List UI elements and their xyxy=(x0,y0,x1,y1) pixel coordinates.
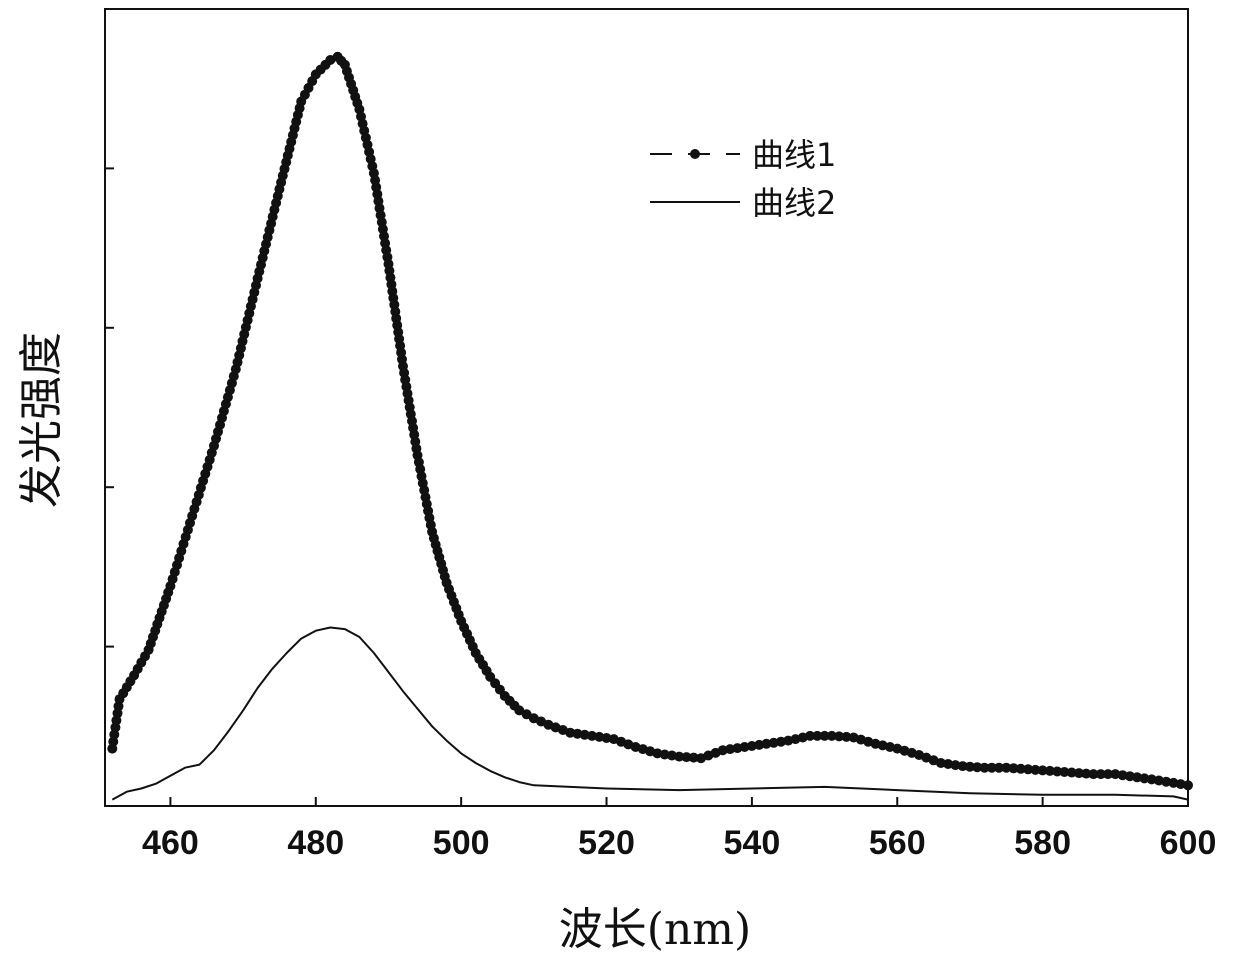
x-tick-label: 540 xyxy=(724,824,781,862)
x-tick-label: 480 xyxy=(287,824,344,862)
x-tick-label: 600 xyxy=(1160,824,1217,862)
y-axis-title: 发光强度 xyxy=(16,332,67,508)
series-1-line xyxy=(112,57,1188,786)
series-1-markers xyxy=(107,52,1193,790)
legend-marker-1 xyxy=(690,149,700,159)
x-axis-title: 波长(nm) xyxy=(559,904,751,955)
legend-label-1: 曲线1 xyxy=(752,136,836,174)
x-tick-label: 560 xyxy=(869,824,926,862)
y-axis-ticks xyxy=(105,9,114,647)
x-tick-label: 580 xyxy=(1014,824,1071,862)
x-tick-label: 520 xyxy=(578,824,635,862)
legend-label-2: 曲线2 xyxy=(752,184,836,222)
x-tick-label: 460 xyxy=(142,824,199,862)
legend: 曲线1 曲线2 xyxy=(650,136,836,222)
x-tick-label: 500 xyxy=(433,824,490,862)
data-point xyxy=(1183,780,1193,790)
series-layer xyxy=(107,52,1193,800)
plot-frame xyxy=(105,9,1188,806)
